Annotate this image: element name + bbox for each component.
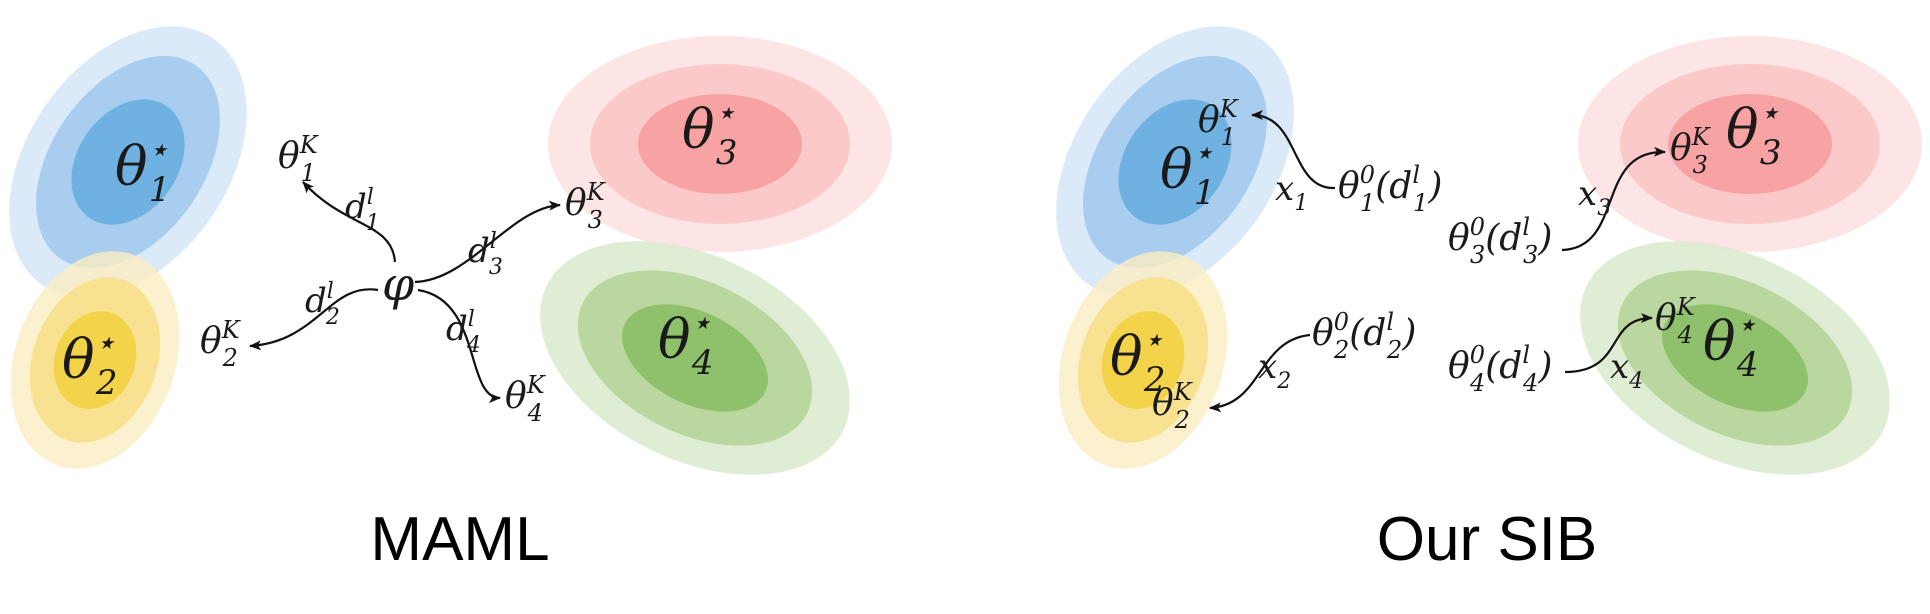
adapted-label-4: θK 4 xyxy=(1655,293,1697,349)
init-label-3: θ0 3(dl 3) xyxy=(1448,213,1552,269)
data-label-2: dl 2 xyxy=(305,279,340,330)
arrow-init2-to-theta2-K xyxy=(1209,333,1311,413)
optimum-label-3: θ⋆ 3 xyxy=(682,93,737,173)
adapted-label-4: θK 4 xyxy=(505,371,547,427)
optimum-label-2: θ⋆ 2 xyxy=(1110,320,1165,400)
panel-title-maml: MAML xyxy=(370,505,549,574)
adapted-label-2: θK 2 xyxy=(1152,378,1194,434)
adapted-label-1: θK 1 xyxy=(278,131,320,187)
optimum-label-1: θ⋆ 1 xyxy=(1160,133,1215,213)
optimum-region-3 xyxy=(1578,36,1922,252)
optimum-region-1 xyxy=(9,26,247,298)
init-label-1: θ0 1(dl 1) xyxy=(1338,161,1442,217)
arrow-to-theta4-K xyxy=(417,288,501,403)
panel-title-sib: Our SIB xyxy=(1377,505,1598,574)
optimum-label-4: θ⋆ 4 xyxy=(658,303,713,383)
optimum-region-4 xyxy=(540,241,850,475)
data-label-3: dl 3 xyxy=(468,229,503,280)
data-label-4: dl 4 xyxy=(446,307,481,358)
adapted-label-3: θK 3 xyxy=(565,178,607,234)
input-label-2: x2 xyxy=(1258,347,1291,394)
adapted-label-1: θK 1 xyxy=(1198,95,1240,151)
input-label-3: x3 xyxy=(1578,174,1611,221)
adapted-label-3: θK 3 xyxy=(1670,123,1712,179)
input-label-1: x1 xyxy=(1275,169,1308,216)
maml-panel: θ⋆ 1 θ⋆ 2 θ⋆ 3 θ⋆ 4 φ θK 1 θK 2 θK 3 θK 4 xyxy=(9,26,892,574)
arrow-to-theta3-K xyxy=(414,200,561,284)
optimum-label-1: θ⋆ 1 xyxy=(115,130,170,210)
arrow-to-theta1-K xyxy=(302,181,397,263)
meta-init-phi: φ xyxy=(382,257,415,311)
sib-panel: θ⋆ 1 θ⋆ 2 θ⋆ 3 θ⋆ 4 θK 1 θK 2 θK 3 θK 4 θ0 1(dl 1)… xyxy=(1056,26,1922,574)
arrow-init1-to-theta1-K xyxy=(1251,110,1336,190)
data-label-1: dl 1 xyxy=(345,185,380,236)
arrow-init4-to-theta4-K xyxy=(1564,313,1653,374)
input-label-4: x4 xyxy=(1610,347,1643,394)
init-label-4: θ0 4(dl 4) xyxy=(1448,341,1552,397)
init-label-2: θ0 2(dl 2) xyxy=(1312,308,1416,364)
optimum-region-2 xyxy=(1058,251,1228,469)
arrow-init3-to-theta3-K xyxy=(1561,146,1666,252)
adapted-label-2: θK 2 xyxy=(200,316,242,372)
optimum-label-4: θ⋆ 4 xyxy=(1703,305,1758,385)
optimum-region-1 xyxy=(1056,26,1294,298)
optimum-region-3 xyxy=(548,36,892,252)
optimum-region-4 xyxy=(1580,241,1890,475)
arrow-to-theta2-K xyxy=(249,288,379,351)
optimum-label-3: θ⋆ 3 xyxy=(1726,93,1781,173)
optimum-label-2: θ⋆ 2 xyxy=(62,323,117,403)
optimum-region-2 xyxy=(10,251,180,469)
